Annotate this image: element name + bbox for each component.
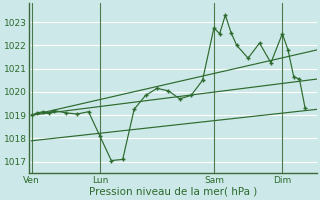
X-axis label: Pression niveau de la mer( hPa ): Pression niveau de la mer( hPa ) bbox=[89, 187, 257, 197]
